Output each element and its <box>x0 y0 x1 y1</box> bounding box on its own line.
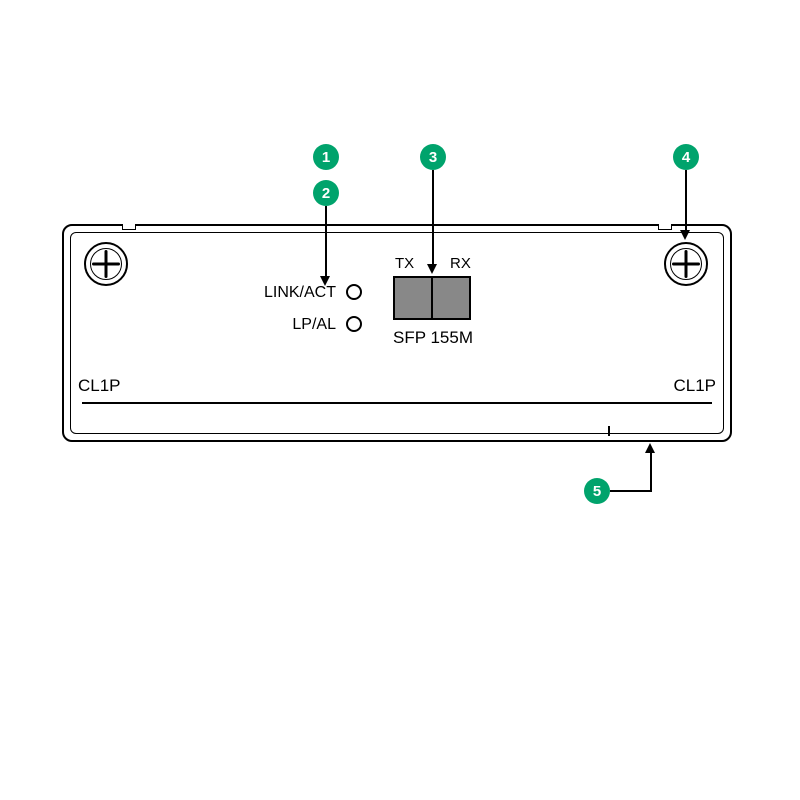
corner-label-left: CL1P <box>78 376 121 396</box>
callout-2: 2 <box>313 180 339 206</box>
arrow-4-line <box>685 170 687 232</box>
rx-label: RX <box>450 255 471 272</box>
led-lp-al <box>346 316 362 332</box>
panel-notch-left <box>122 224 136 230</box>
led-link-act <box>346 284 362 300</box>
sfp-bottom-label: SFP 155M <box>393 328 473 348</box>
arrow-12-line <box>325 206 327 278</box>
sfp-port <box>393 276 471 320</box>
arrow-3-line <box>432 170 434 266</box>
arrow-5-head <box>645 443 655 453</box>
arrow-5-h <box>610 490 650 492</box>
arrow-3-head <box>427 264 437 274</box>
screw-right <box>664 242 708 286</box>
arrow-12-head <box>320 276 330 286</box>
callout-1: 1 <box>313 144 339 170</box>
bottom-tick <box>608 426 610 436</box>
callout-4: 4 <box>673 144 699 170</box>
screw-left <box>84 242 128 286</box>
arrow-4-head <box>680 230 690 240</box>
tx-label: TX <box>395 255 414 272</box>
sfp-divider <box>431 278 433 318</box>
callout-5: 5 <box>584 478 610 504</box>
led-label-lp-al: LP/AL <box>180 316 336 334</box>
arrow-5-v <box>650 452 652 492</box>
panel-divider <box>82 402 712 404</box>
corner-label-right: CL1P <box>673 376 716 396</box>
led-label-link-act: LINK/ACT <box>180 284 336 302</box>
callout-3: 3 <box>420 144 446 170</box>
panel-notch-right <box>658 224 672 230</box>
